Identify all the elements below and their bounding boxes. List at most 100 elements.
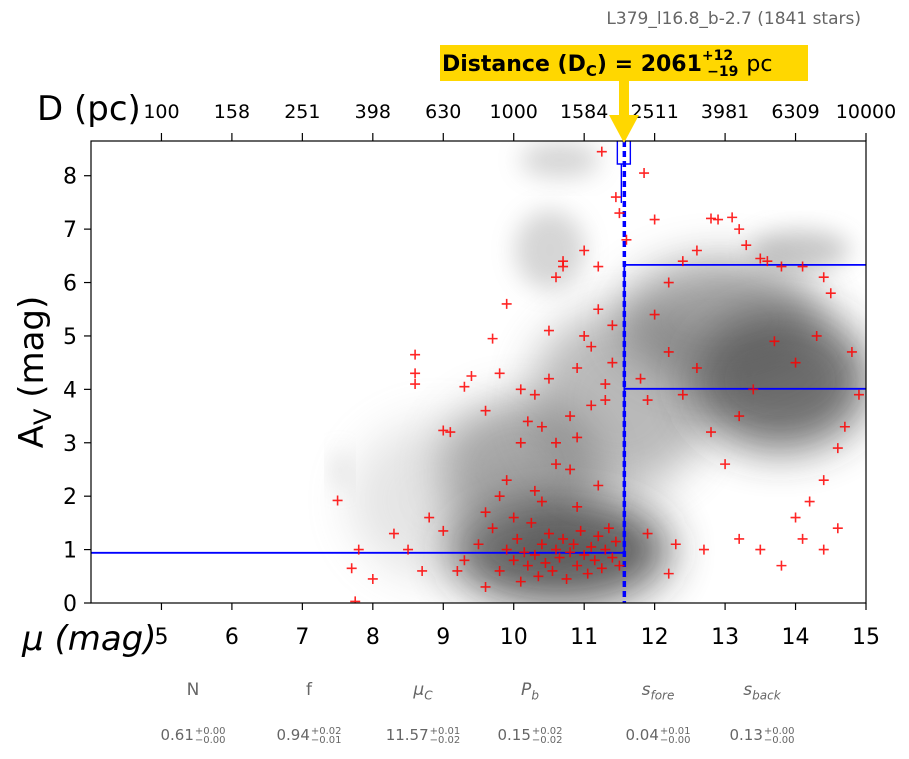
star-point [593,261,604,272]
star-point [568,539,579,550]
star-point [579,330,590,341]
star-point [572,362,583,373]
star-point [610,192,621,203]
star-point [565,464,576,475]
star-point [547,565,558,576]
x-tick-label: 14 [782,625,810,650]
star-point [811,330,822,341]
star-point [677,256,688,267]
star-point [459,381,470,392]
star-point [543,325,554,336]
top-tick-label: 251 [284,101,320,123]
x-tick-label: 6 [225,625,239,650]
star-point [614,208,625,219]
star-point [459,555,470,566]
top-axis-label: D (pc) [37,89,141,129]
star-point [512,533,523,544]
star-point [600,395,611,406]
star-point [769,336,780,347]
star-point [593,304,604,315]
star-point [691,362,702,373]
top-tick-label: 1584 [560,101,608,123]
star-point [621,234,632,245]
star-point [403,544,414,555]
star-point [353,544,364,555]
x-tick-label: 9 [436,625,450,650]
y-tick-label: 8 [63,165,77,190]
star-point [565,411,576,422]
star-point [540,557,551,568]
star-point [494,565,505,576]
star-point [543,528,554,539]
star-point [536,496,547,507]
star-point [762,256,773,267]
star-point [473,539,484,550]
star-point [755,253,766,264]
star-point [670,539,681,550]
star-point [734,533,745,544]
star-point [600,379,611,390]
star-point [776,560,787,571]
star-point [776,261,787,272]
x-tick-label: 7 [295,625,309,650]
star-point [734,411,745,422]
star-point [706,213,716,224]
y-axis-label: AV (mag) [12,296,57,449]
star-point [596,563,607,574]
top-tick-label: 2511 [630,101,678,123]
star-point [445,427,456,438]
star-point [529,549,540,560]
star-point [607,552,618,563]
star-point [593,480,604,491]
star-point [832,523,843,534]
star-point [825,288,836,299]
star-point [579,245,590,256]
star-point [853,389,864,400]
star-point [529,389,540,400]
star-point [367,573,378,584]
star-point [536,539,547,550]
x-tick-label: 12 [641,625,669,650]
star-point [797,533,808,544]
x-tick-label: 10 [500,625,528,650]
star-point [586,541,597,552]
y-tick-label: 7 [63,218,77,243]
x-tick-label: 5 [154,625,168,650]
star-point [388,528,399,539]
density-map [332,142,866,603]
plot-frame [90,140,867,604]
star-point [438,525,449,536]
star-point [466,371,477,382]
star-point [561,573,572,584]
star-point [501,298,512,309]
star-point [698,544,709,555]
star-point [790,357,801,368]
star-point [804,496,815,507]
distance-annotation: Distance (DC) = 2061+12 −19 pc [440,45,808,143]
star-point [529,485,540,496]
star-point [551,272,561,283]
star-point [551,459,561,470]
star-point [741,240,752,251]
star-point [663,277,674,288]
star-point [543,373,554,384]
x-tick-label: 13 [711,625,739,650]
star-point [797,261,808,272]
star-point [572,501,583,512]
star-point [610,536,621,547]
star-point [515,576,526,587]
top-tick-label: 1000 [490,101,538,123]
star-point [713,214,724,225]
star-point [596,146,607,157]
x-tick-label: 15 [852,625,880,650]
star-point [515,437,526,448]
star-point [642,528,653,539]
star-point [494,491,505,502]
star-point [494,368,505,379]
star-point [663,346,674,357]
star-point [607,320,618,331]
star-point [519,547,530,558]
star-point [586,400,597,411]
star-point [593,531,604,542]
top-tick-label: 6309 [771,101,819,123]
